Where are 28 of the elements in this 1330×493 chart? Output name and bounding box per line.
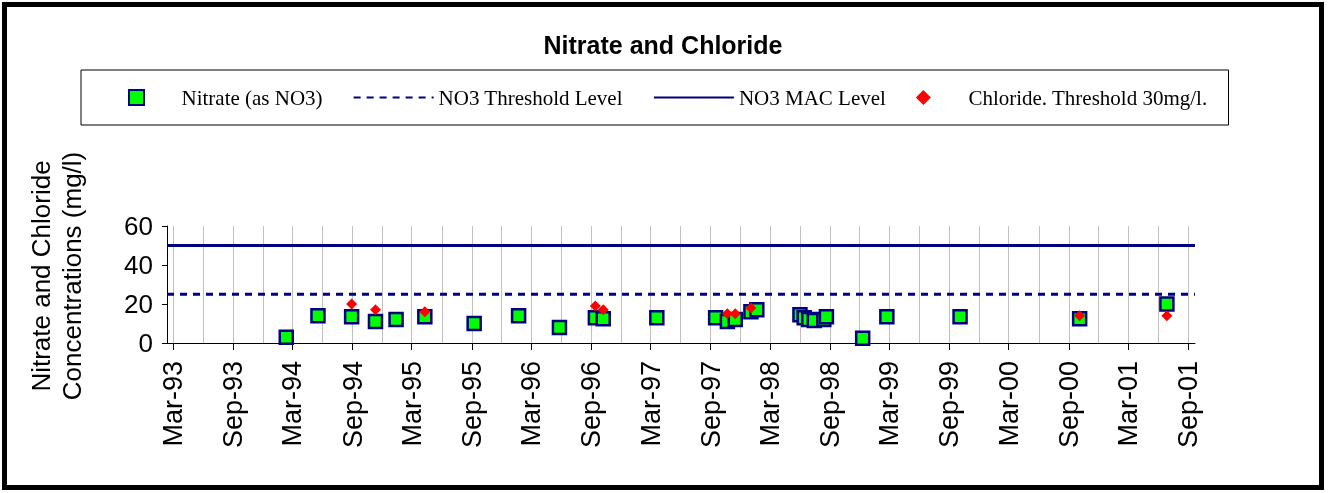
x-tick-label: Sep-01	[1173, 361, 1204, 449]
x-tick-label: Mar-96	[516, 361, 547, 447]
legend-label: NO3 MAC Level	[738, 85, 887, 110]
x-tick-label: Sep-93	[218, 361, 249, 449]
x-tick-label: Sep-00	[1053, 361, 1084, 449]
x-tick-label: Sep-97	[695, 361, 726, 449]
chart-title: Nitrate and Chloride	[543, 30, 783, 59]
x-tick-label: Mar-93	[158, 361, 189, 447]
y-tick-label: 60	[124, 211, 153, 241]
y-tick-label: 0	[138, 328, 153, 358]
y-tick-label: 20	[124, 289, 153, 319]
x-tick-label: Mar-00	[993, 361, 1024, 447]
y-tick-label: 40	[124, 250, 153, 280]
x-tick-label: Mar-99	[874, 361, 905, 447]
x-tick-label: Mar-94	[277, 361, 308, 447]
x-tick-label: Sep-98	[815, 361, 845, 449]
x-tick-label: Mar-98	[754, 361, 785, 447]
legend-label: Nitrate (as NO3)	[181, 85, 323, 110]
x-tick-label: Mar-01	[1113, 361, 1144, 447]
legend-label: NO3 Threshold Level	[438, 85, 623, 110]
legend-label: Chloride. Threshold 30mg/l.	[968, 85, 1208, 110]
y-axis-title: Nitrate and Chloride Concentrations (mg/l)	[25, 151, 87, 401]
x-tick-label: Sep-94	[337, 361, 368, 449]
x-tick-label: Sep-95	[456, 361, 487, 449]
x-tick-label: Sep-99	[934, 361, 965, 449]
x-tick-label: Mar-97	[635, 361, 666, 447]
x-tick-label: Sep-96	[576, 361, 607, 449]
x-tick-label: Mar-95	[396, 361, 427, 447]
